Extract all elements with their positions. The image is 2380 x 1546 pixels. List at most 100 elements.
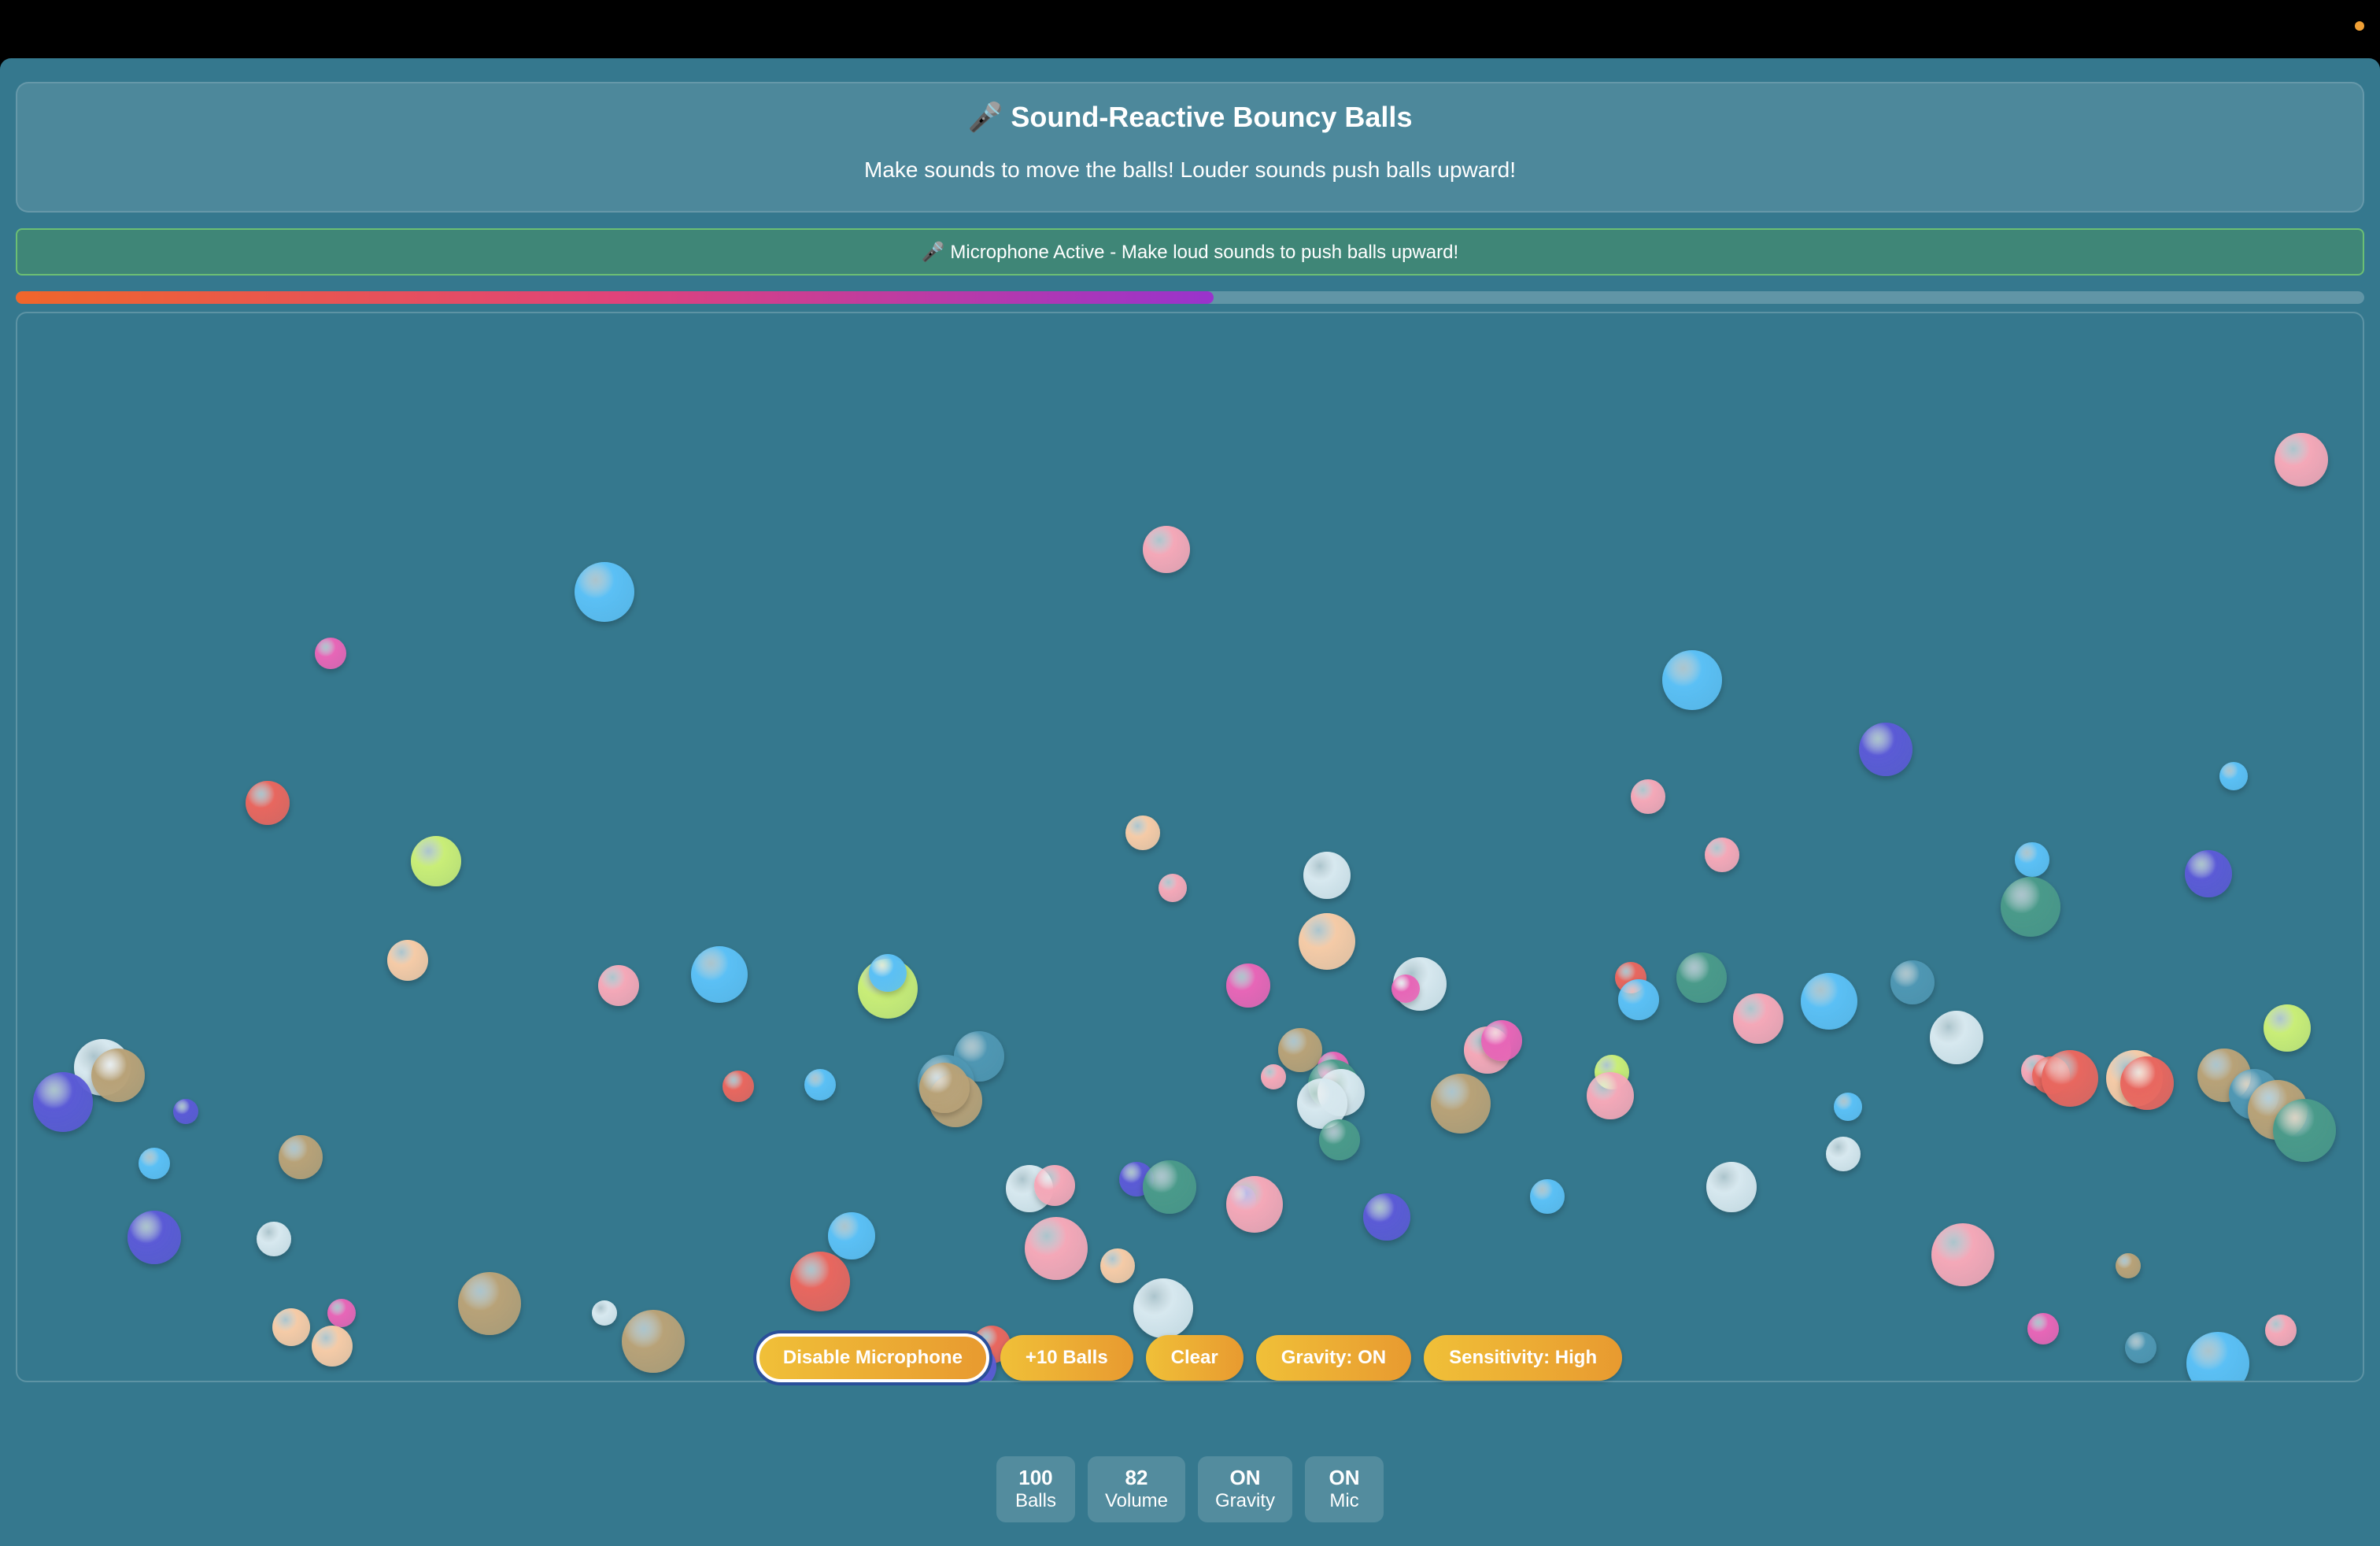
- ball: [1133, 1278, 1193, 1338]
- microphone-status-banner: 🎤 Microphone Active - Make loud sounds t…: [16, 228, 2364, 276]
- ball: [91, 1049, 145, 1102]
- status-dot-icon: [2355, 21, 2364, 31]
- ball: [1391, 975, 1420, 1003]
- ball: [1431, 1074, 1491, 1134]
- ball: [1834, 1093, 1862, 1121]
- ball: [1159, 874, 1187, 902]
- ball: [1143, 526, 1190, 573]
- ball: [2219, 762, 2248, 790]
- ball: [1125, 816, 1160, 850]
- ball: [598, 965, 639, 1006]
- header-panel: 🎤 Sound-Reactive Bouncy Balls Make sound…: [16, 82, 2364, 213]
- ball: [1587, 1072, 1634, 1119]
- stat-gravity: ON Gravity: [1198, 1456, 1293, 1522]
- ball: [1618, 979, 1659, 1020]
- ball-arena[interactable]: [16, 312, 2364, 1382]
- ball: [1303, 852, 1351, 899]
- ball: [272, 1308, 310, 1346]
- add-balls-button[interactable]: +10 Balls: [1000, 1335, 1133, 1381]
- stat-mic: ON Mic: [1305, 1456, 1384, 1522]
- ball: [257, 1222, 291, 1256]
- menu-bar: [0, 0, 2380, 58]
- ball: [2015, 842, 2049, 877]
- ball: [1631, 779, 1665, 814]
- ball: [1319, 1119, 1360, 1160]
- ball: [1859, 723, 1913, 776]
- clear-button[interactable]: Clear: [1145, 1335, 1244, 1381]
- ball: [2185, 850, 2232, 897]
- ball: [722, 1071, 754, 1102]
- gravity-toggle-button[interactable]: Gravity: ON: [1255, 1335, 1412, 1381]
- ball: [1100, 1248, 1135, 1283]
- ball: [1143, 1160, 1196, 1214]
- ball: [1890, 960, 1935, 1004]
- ball: [411, 836, 461, 886]
- volume-meter: [16, 291, 2364, 304]
- ball: [1705, 838, 1739, 872]
- ball: [1801, 973, 1857, 1030]
- ball: [2265, 1315, 2297, 1346]
- ball: [1930, 1011, 1983, 1064]
- ball: [2186, 1332, 2249, 1381]
- ball: [2264, 1004, 2311, 1052]
- ball: [1931, 1223, 1994, 1286]
- ball: [622, 1310, 685, 1373]
- ball: [919, 1063, 970, 1113]
- ball: [1226, 963, 1270, 1008]
- ball: [2001, 877, 2060, 937]
- ball: [790, 1252, 850, 1311]
- ball: [1226, 1176, 1283, 1233]
- ball: [33, 1072, 93, 1132]
- ball: [312, 1326, 353, 1367]
- controls-bar: Disable Microphone +10 Balls Clear Gravi…: [0, 1333, 2380, 1385]
- app-window: 🎤 Sound-Reactive Bouncy Balls Make sound…: [0, 58, 2380, 1546]
- ball: [1278, 1028, 1322, 1072]
- ball: [2273, 1099, 2336, 1162]
- ball: [1299, 913, 1355, 970]
- stat-volume-value: 82: [1125, 1466, 1148, 1489]
- stat-volume-label: Volume: [1104, 1490, 1169, 1511]
- ball: [2125, 1332, 2156, 1363]
- stat-gravity-label: Gravity: [1215, 1490, 1276, 1511]
- stat-balls-value: 100: [1018, 1466, 1053, 1489]
- stat-balls: 100 Balls: [996, 1456, 1075, 1522]
- ball: [1733, 993, 1783, 1044]
- ball: [1025, 1217, 1088, 1280]
- ball: [1034, 1165, 1075, 1206]
- ball: [2027, 1313, 2059, 1344]
- ball: [804, 1069, 836, 1100]
- ball: [128, 1211, 181, 1264]
- ball: [1706, 1162, 1757, 1212]
- ball: [592, 1300, 617, 1326]
- ball: [2120, 1056, 2174, 1110]
- ball: [1261, 1064, 1286, 1089]
- ball: [1826, 1137, 1861, 1171]
- ball: [575, 562, 634, 622]
- page-subtitle: Make sounds to move the balls! Louder so…: [863, 157, 1517, 182]
- ball: [279, 1135, 323, 1179]
- stats-bar: 100 Balls 82 Volume ON Gravity ON Mic: [0, 1456, 2380, 1522]
- stat-gravity-value: ON: [1229, 1466, 1261, 1489]
- stat-balls-label: Balls: [1014, 1490, 1056, 1511]
- ball: [2042, 1050, 2098, 1107]
- ball: [1662, 650, 1722, 710]
- ball: [387, 940, 428, 981]
- disable-microphone-button[interactable]: Disable Microphone: [756, 1333, 989, 1382]
- ball: [327, 1299, 356, 1327]
- sensitivity-button[interactable]: Sensitivity: High: [1424, 1335, 1623, 1381]
- stat-mic-value: ON: [1329, 1466, 1360, 1489]
- ball: [1676, 952, 1727, 1003]
- ball: [1530, 1179, 1565, 1214]
- volume-meter-fill: [16, 291, 1214, 304]
- ball: [173, 1099, 198, 1124]
- ball: [1481, 1020, 1522, 1061]
- ball: [691, 946, 748, 1003]
- ball: [246, 781, 290, 825]
- ball: [2116, 1253, 2141, 1278]
- ball: [828, 1212, 875, 1259]
- ball: [139, 1148, 170, 1179]
- balls-canvas[interactable]: [17, 313, 2364, 1382]
- page-title: 🎤 Sound-Reactive Bouncy Balls: [967, 101, 1413, 133]
- ball: [869, 954, 907, 992]
- ball: [315, 638, 346, 669]
